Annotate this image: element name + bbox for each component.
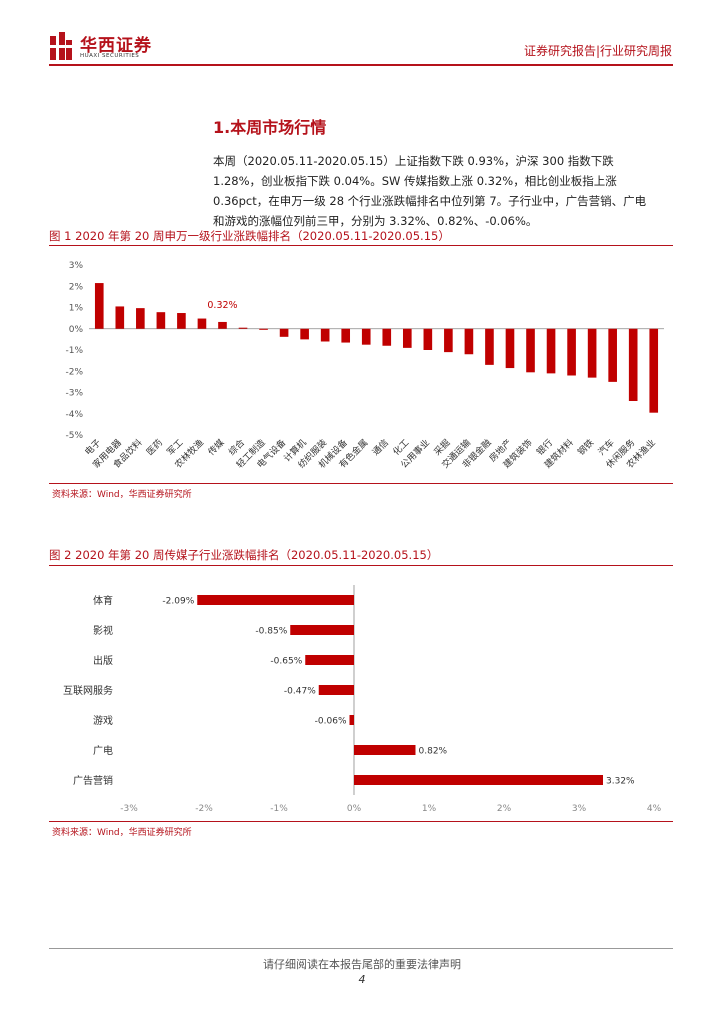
y-tick-label: -1%: [65, 346, 83, 356]
company-name-cn: 华西证券: [80, 36, 152, 56]
bar: [320, 328, 330, 342]
y-tick-label: -4%: [65, 410, 83, 420]
bar: [361, 328, 371, 345]
bar: [94, 283, 104, 329]
x-tick-label: 通信: [370, 437, 391, 458]
figure1-title: 图 1 2020 年第 20 周申万一级行业涨跌幅排名（2020.05.11-2…: [49, 229, 450, 243]
bar: [156, 312, 166, 329]
x-tick-label: 钢铁: [575, 437, 596, 458]
bar: [136, 308, 145, 329]
huaxi-logo-icon: [50, 32, 72, 60]
y-tick-label: -3%: [65, 389, 83, 399]
x-tick-label: 传媒: [205, 437, 226, 458]
figure1-source: 资料来源：Wind，华西证券研究所: [52, 490, 192, 500]
summary-paragraph: 本周（2020.05.11-2020.05.15）上证指数下跌 0.93%，沪深…: [213, 151, 673, 231]
figure2-top-line: [49, 565, 673, 566]
bar: [567, 328, 576, 376]
footer-divider: [49, 948, 673, 949]
data-label: -0.47%: [284, 687, 316, 697]
bar: [290, 625, 354, 635]
company-name-en: HUAXI SECURITIES: [80, 53, 140, 59]
data-label: 0.82%: [419, 747, 448, 757]
data-label: -0.85%: [255, 627, 287, 637]
paragraph-line: 0.36pct，在申万一级 28 个行业涨跌幅排名中位列第 7。子行业中，广告营…: [213, 194, 647, 208]
media-subsector-chart: -3% -2% -1% 0% 1% 2% 3% 4% 体育 -2.09% 影视 -0.85% 出版 -0.…: [63, 585, 662, 814]
x-tick-label: -3%: [120, 804, 138, 814]
figure2-source: 资料来源：Wind，华西证券研究所: [52, 828, 192, 838]
figure1-top-line: [49, 245, 673, 246]
bar: [341, 328, 351, 343]
header-divider: [49, 64, 673, 66]
bar: [628, 328, 638, 401]
x-tick-label: 2%: [497, 804, 512, 814]
report-type: 证券研究报告|行业研究周报: [523, 44, 672, 58]
y-tick-label: 2%: [69, 282, 84, 292]
bar: [300, 328, 309, 340]
bar: [382, 328, 392, 346]
bar: [318, 685, 354, 695]
y-category-label: 体育: [93, 594, 113, 607]
y-category-label: 互联网服务: [63, 684, 113, 697]
y-tick-label: 3%: [69, 261, 84, 271]
bar: [587, 328, 597, 378]
data-label: -0.06%: [315, 717, 347, 727]
paragraph-line: 本周（2020.05.11-2020.05.15）上证指数下跌 0.93%，沪深…: [213, 154, 614, 168]
data-label: 3.32%: [606, 777, 635, 787]
x-tick-label: 3%: [572, 804, 587, 814]
bar: [505, 328, 515, 369]
y-category-label: 影视: [93, 624, 113, 637]
bar: [354, 745, 416, 755]
bar: [608, 328, 617, 382]
bar: [464, 328, 474, 355]
legal-notice: 请仔细阅读在本报告尾部的重要法律声明: [263, 958, 461, 971]
x-tick-label: 1%: [422, 804, 437, 814]
bar: [305, 655, 354, 665]
x-tick-label: -2%: [195, 804, 213, 814]
x-tick-label: 0%: [347, 804, 362, 814]
y-category-label: 出版: [93, 654, 113, 667]
y-category-label: 游戏: [93, 714, 113, 727]
figure1-bottom-line: [49, 483, 673, 484]
data-label: -0.65%: [270, 657, 302, 667]
y-tick-label: -5%: [65, 431, 83, 441]
paragraph-line: 和游戏的涨幅位列前三甲，分别为 3.32%、0.82%、-0.06%。: [213, 214, 538, 228]
y-tick-label: 0%: [69, 325, 84, 335]
bar: [177, 313, 186, 329]
bar: [197, 318, 207, 329]
figure2-title: 图 2 2020 年第 20 周传媒子行业涨跌幅排名（2020.05.11-20…: [49, 548, 439, 562]
bar: [349, 715, 354, 725]
bar: [423, 328, 433, 350]
x-tick-label: 医药: [144, 437, 165, 458]
bar: [218, 321, 227, 329]
bar: [238, 327, 248, 329]
bar: [115, 306, 125, 329]
y-tick-label: -2%: [65, 367, 83, 377]
bar: [279, 328, 289, 337]
bar: [444, 328, 453, 353]
y-category-label: 广电: [93, 744, 113, 757]
data-label: 0.32%: [207, 300, 237, 311]
data-label: -2.09%: [162, 597, 194, 607]
x-tick-label: -1%: [270, 804, 288, 814]
bar: [402, 328, 412, 348]
paragraph-line: 1.28%，创业板指下跌 0.04%。SW 传媒指数上涨 0.32%，相比创业板…: [213, 174, 617, 188]
x-tick-label: 4%: [647, 804, 662, 814]
bar: [546, 328, 556, 374]
page-number: 4: [358, 973, 366, 986]
figure2-bottom-line: [49, 821, 673, 822]
y-tick-label: 1%: [69, 304, 84, 314]
bar: [649, 328, 659, 413]
bar: [197, 595, 354, 605]
bar: [526, 328, 535, 373]
bar: [259, 328, 268, 330]
y-category-label: 广告营销: [73, 774, 113, 787]
bar: [485, 328, 494, 365]
section-title: 1.本周市场行情: [213, 118, 327, 137]
bar: [354, 775, 603, 785]
